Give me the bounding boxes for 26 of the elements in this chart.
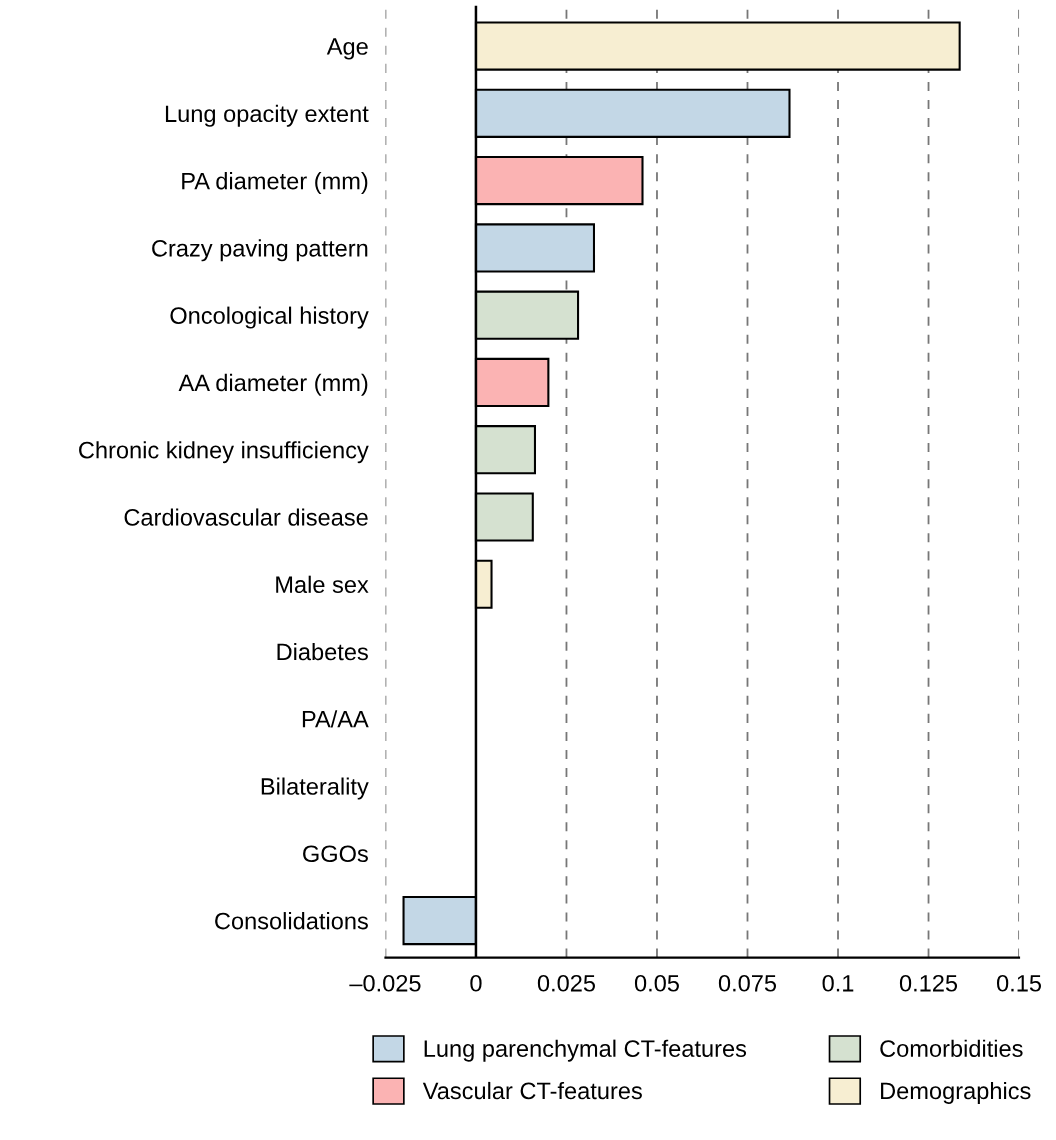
legend-label: Lung parenchymal CT-features bbox=[424, 1039, 747, 1062]
legend-label: Vascular CT-features bbox=[422, 1081, 642, 1100]
y-tick-label: Consolidations bbox=[215, 912, 368, 930]
x-tick-label: 0.05 bbox=[634, 974, 679, 992]
x-tick-label: 0 bbox=[470, 974, 482, 992]
y-tick-label: Cardiovascular disease bbox=[124, 508, 368, 526]
y-tick-label: PA diameter (mm) bbox=[182, 172, 368, 195]
y-tick-label: AA diameter (mm) bbox=[178, 373, 368, 396]
legend-label: Comorbidities bbox=[880, 1039, 1023, 1057]
y-tick-label: Oncological history bbox=[170, 306, 369, 329]
y-tick-label: Lung opacity extent bbox=[165, 104, 369, 127]
y-tick-label: GGOs bbox=[303, 845, 368, 863]
x-tick-label: 0.15 bbox=[996, 974, 1042, 992]
y-tick-label: Chronic kidney insufficiency bbox=[79, 441, 369, 464]
y-tick-label: Bilaterality bbox=[261, 777, 369, 800]
x-tick-label: –0.025 bbox=[349, 974, 421, 992]
y-tick-label: Crazy paving pattern bbox=[152, 239, 368, 262]
x-tick-label: 0.1 bbox=[822, 974, 854, 992]
x-tick-label: 0.075 bbox=[718, 974, 777, 992]
x-tick-label: 0.125 bbox=[899, 974, 958, 992]
y-tick-label: Age bbox=[326, 38, 368, 60]
y-tick-label: Male sex bbox=[276, 575, 369, 594]
x-tick-label: 0.025 bbox=[537, 974, 596, 992]
y-tick-label: Diabetes bbox=[277, 642, 368, 661]
legend-label: Demographics bbox=[881, 1081, 1031, 1104]
y-tick-label: PA/AA bbox=[302, 710, 369, 728]
